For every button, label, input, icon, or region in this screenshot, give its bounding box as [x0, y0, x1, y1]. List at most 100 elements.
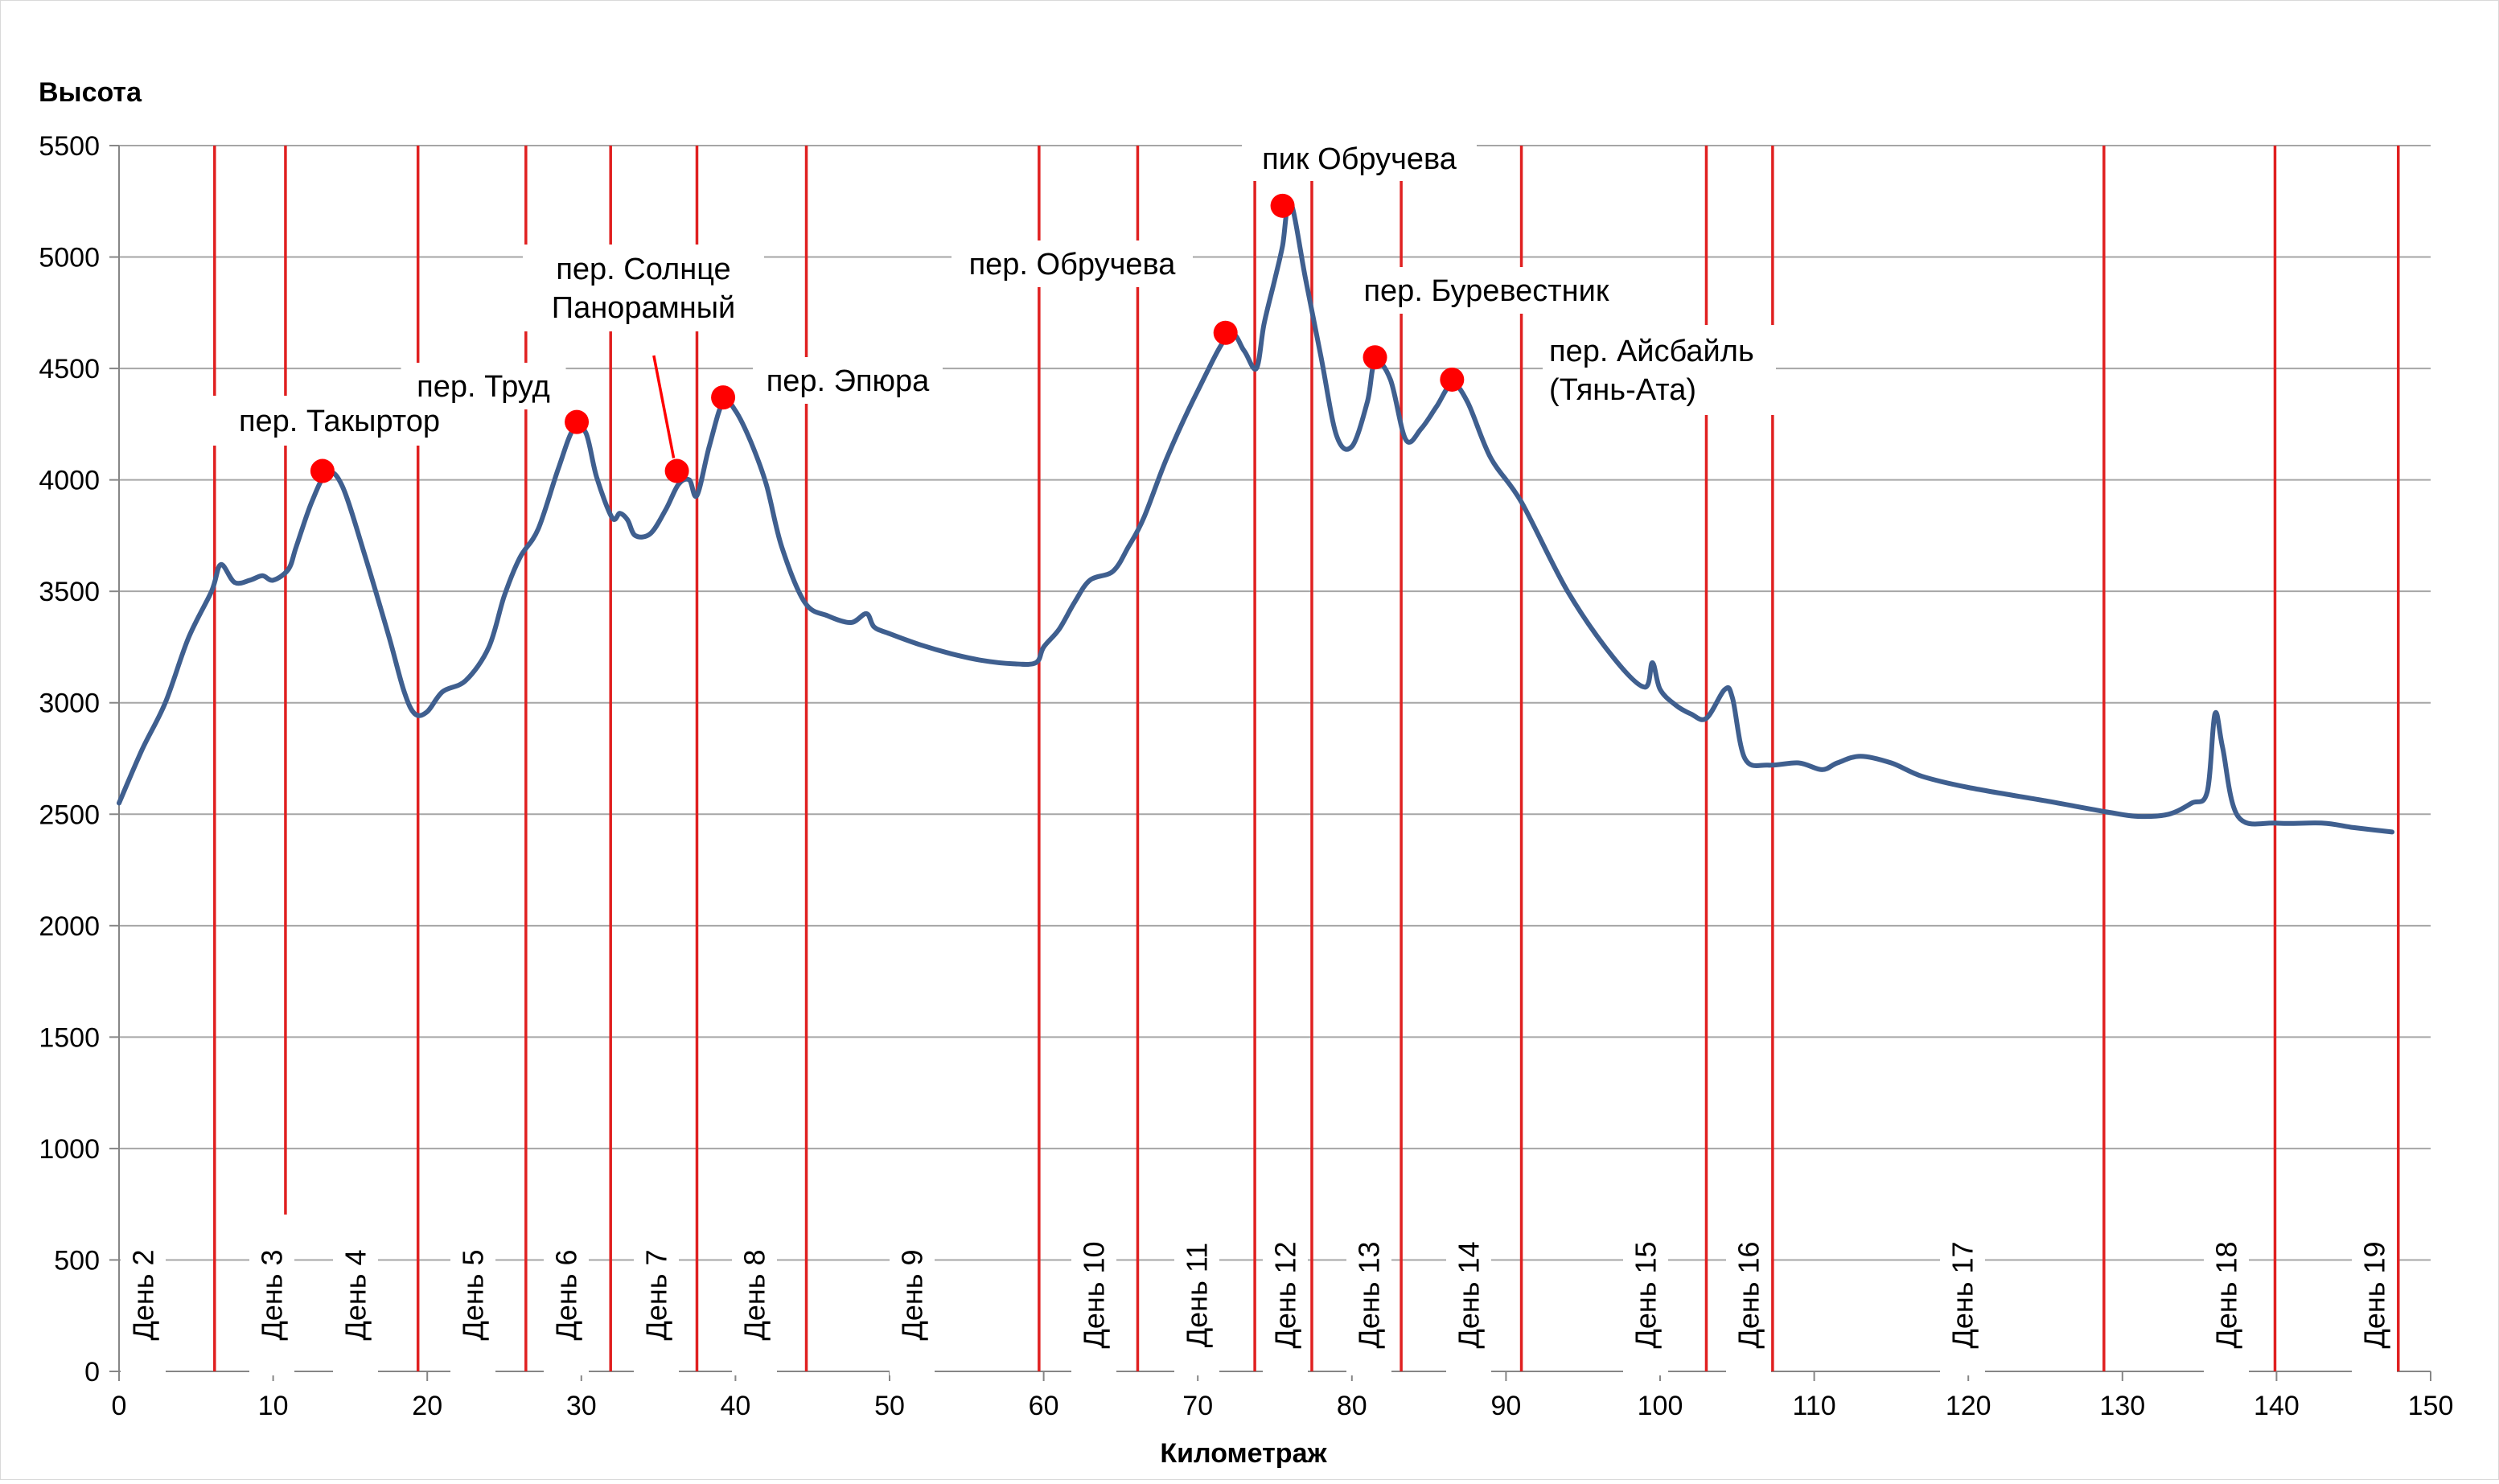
day-label: День 3	[256, 1249, 289, 1340]
day-label: День 17	[1946, 1241, 1979, 1348]
day-label: День 10	[1078, 1241, 1111, 1348]
day-label-bg	[249, 1215, 294, 1375]
day-label-bg	[121, 1215, 166, 1375]
day-label-bg	[1174, 1215, 1219, 1375]
annotation-box	[1242, 136, 1477, 181]
x-tick-label: 140	[2254, 1391, 2300, 1421]
annotation-leader	[652, 355, 676, 458]
annotation-text: пик Обручева	[1262, 142, 1457, 176]
annotation-box	[401, 363, 566, 409]
x-tick-label: 40	[720, 1391, 750, 1421]
day-label: День 19	[2358, 1241, 2391, 1348]
annotation-text: пер. Труд	[417, 370, 550, 404]
day-label: День 5	[457, 1249, 490, 1340]
day-label-bg	[2204, 1215, 2249, 1375]
annotation-text: пер. Буревестник	[1363, 274, 1609, 308]
day-label: День 11	[1181, 1243, 1214, 1347]
x-tick-label: 100	[1638, 1391, 1683, 1421]
annotation-text: пер. Айсбайль	[1549, 335, 1754, 368]
x-tick-label: 150	[2408, 1391, 2454, 1421]
day-label: День 4	[339, 1249, 372, 1340]
day-label: День 15	[1630, 1241, 1663, 1348]
pass-marker	[711, 385, 736, 410]
y-tick-label: 4500	[39, 354, 100, 384]
y-tick-label: 3500	[39, 577, 100, 607]
y-tick-label: 2000	[39, 911, 100, 942]
annotation-box	[753, 357, 943, 404]
tick-labels: 0500100015002000250030003500400045005000…	[39, 131, 2453, 1421]
annotation-text: Панорамный	[552, 291, 735, 325]
x-tick-label: 130	[2099, 1391, 2145, 1421]
annotation-box	[952, 240, 1193, 287]
day-label: День 14	[1453, 1241, 1486, 1348]
y-tick-label: 2500	[39, 800, 100, 830]
day-label: День 6	[550, 1249, 583, 1340]
day-label-bg	[1346, 1215, 1391, 1375]
day-label-bg	[333, 1215, 378, 1375]
day-label: День 16	[1732, 1241, 1765, 1348]
x-axis-title: Километраж	[1160, 1438, 1327, 1469]
day-label-bg	[732, 1215, 777, 1375]
annotation-box	[1334, 267, 1638, 314]
pass-marker	[664, 458, 689, 483]
annotation-text: пер. Обручева	[969, 248, 1177, 282]
day-label: День 9	[896, 1249, 929, 1340]
annotation-text: (Тянь-Ата)	[1549, 373, 1696, 407]
pass-marker	[1440, 367, 1465, 392]
annotation-text: пер. Эпюра	[767, 364, 930, 398]
x-tick-label: 70	[1182, 1391, 1213, 1421]
y-tick-label: 5000	[39, 243, 100, 273]
x-tick-label: 30	[566, 1391, 597, 1421]
day-label-bg	[1071, 1215, 1116, 1375]
x-tick-label: 10	[258, 1391, 289, 1421]
day-label-bg	[1726, 1215, 1771, 1375]
day-label-bg	[1940, 1215, 1985, 1375]
y-tick-label: 1500	[39, 1022, 100, 1053]
x-tick-label: 90	[1490, 1391, 1521, 1421]
y-tick-label: 500	[54, 1245, 100, 1276]
x-tick-label: 20	[412, 1391, 442, 1421]
elevation-line	[117, 198, 2395, 835]
day-label-bg	[450, 1215, 495, 1375]
annotation-box	[523, 245, 764, 331]
series-line	[117, 198, 2395, 835]
y-tick-label: 5500	[39, 131, 100, 162]
day-label-bg	[634, 1215, 679, 1375]
day-label: День 18	[2210, 1241, 2243, 1348]
y-axis-title: Высота	[39, 77, 142, 108]
annotation-text: пер. Такыртор	[239, 405, 440, 438]
day-label: День 12	[1269, 1241, 1302, 1348]
x-tick-label: 80	[1337, 1391, 1367, 1421]
y-tick-label: 0	[84, 1357, 100, 1387]
day-labels: День 2 День 3 День 4 День 5 День 6 День 7 День…	[121, 1215, 2397, 1375]
x-tick-label: 0	[112, 1391, 127, 1421]
x-tick-label: 110	[1792, 1391, 1835, 1421]
day-label: День 2	[127, 1249, 160, 1340]
y-tick-label: 3000	[39, 689, 100, 719]
day-label: День 13	[1353, 1241, 1386, 1348]
day-label: День 8	[738, 1249, 771, 1340]
pass-marker	[1213, 320, 1238, 345]
pass-marker	[565, 409, 590, 434]
day-label-bg	[1623, 1215, 1668, 1375]
annotation-text: пер. Солнце	[556, 253, 730, 286]
day-label-bg	[890, 1215, 935, 1375]
pass-marker	[310, 458, 335, 483]
day-boundaries	[213, 146, 2400, 1371]
day-label-bg	[2352, 1215, 2397, 1375]
y-tick-label: 1000	[39, 1134, 100, 1165]
x-tick-label: 120	[1946, 1391, 1991, 1421]
x-tick-label: 50	[874, 1391, 905, 1421]
day-label-bg	[1263, 1215, 1308, 1375]
markers	[310, 193, 1465, 483]
annotation-box	[1543, 325, 1776, 415]
y-tick-label: 4000	[39, 466, 100, 496]
pass-marker	[1270, 193, 1295, 218]
day-label-bg	[544, 1215, 589, 1375]
day-label: День 7	[640, 1249, 673, 1340]
day-label-bg	[1446, 1215, 1491, 1375]
